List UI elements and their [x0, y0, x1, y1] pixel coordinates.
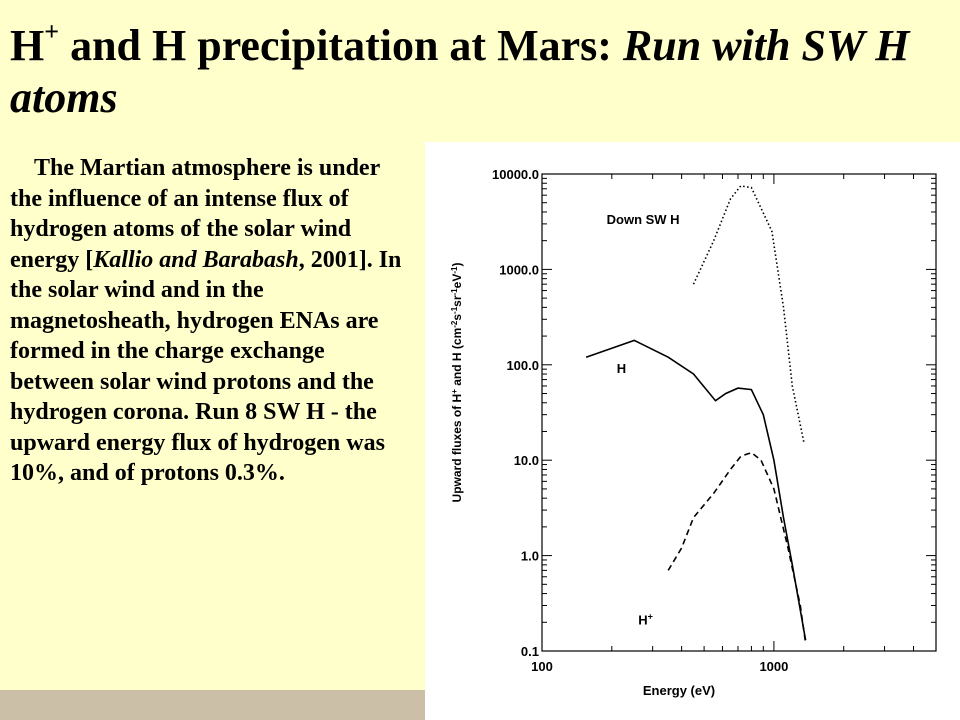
- y-axis-label-part: s: [450, 314, 464, 321]
- y-axis-label-part: ): [450, 263, 464, 267]
- y-tick-label: 1000.0: [499, 262, 539, 277]
- y-axis-label-superscript: -1: [450, 306, 459, 314]
- x-tick-label: 1000: [759, 659, 788, 674]
- text-panel: [0, 142, 425, 720]
- body-text-part1: The Martian atmosphere is under the infl…: [10, 155, 380, 273]
- y-tick-label: 10000.0: [492, 167, 539, 182]
- series-annotation: H: [617, 361, 626, 376]
- series-annotation-text: Down SW H: [607, 212, 680, 227]
- y-tick-label: 0.1: [521, 644, 539, 659]
- y-axis-label-part: Upward fluxes of H: [450, 394, 464, 503]
- y-axis-label-superscript: +: [450, 389, 459, 394]
- text-panel-footer-band: [0, 690, 425, 720]
- title-h: H: [10, 21, 45, 70]
- body-paragraph: The Martian atmosphere is under the infl…: [10, 153, 405, 489]
- body-citation: Kallio and Barabash: [93, 246, 299, 273]
- y-axis-label-superscript: -1: [450, 288, 459, 296]
- y-axis-label-superscript: -1: [450, 266, 459, 274]
- plot-frame: [541, 173, 937, 652]
- slide-title: H+ and H precipitation at Mars: Run with…: [10, 17, 950, 124]
- series-line-h-plus: [667, 451, 807, 644]
- series-annotation-superscript: +: [648, 611, 653, 621]
- flux-chart: 100 1000 0.1 1.0 10.0 100.0 1000.0 10000.0 Energ…: [450, 167, 937, 698]
- series-annotation-text: H: [638, 612, 647, 627]
- y-axis-label-part: and H (cm: [450, 328, 464, 389]
- x-tick-label: 100: [531, 659, 553, 674]
- series-annotation-text: H: [617, 361, 626, 376]
- x-axis-label: Energy (eV): [643, 683, 715, 698]
- title-band: [0, 0, 960, 142]
- series-annotation: Down SW H: [607, 212, 680, 227]
- y-tick-label: 100.0: [506, 358, 539, 373]
- series-line-down-sw-h: [692, 185, 805, 444]
- title-main: and H precipitation at Mars:: [59, 21, 623, 70]
- y-axis-label-part: eV: [450, 274, 464, 289]
- series-annotation: H+: [638, 611, 653, 627]
- body-text-part2: , 2001]. In the solar wind and in the ma…: [10, 246, 402, 487]
- y-axis-label-part: sr: [450, 295, 464, 307]
- y-axis-label: Upward fluxes of H+ and H (cm-2s-1sr-1eV…: [450, 263, 465, 503]
- series-line-h: [585, 339, 807, 641]
- chart-panel: 100 1000 0.1 1.0 10.0 100.0 1000.0 10000.0 Energ…: [425, 142, 960, 720]
- y-tick-label: 10.0: [514, 453, 539, 468]
- y-tick-label: 1.0: [521, 549, 539, 564]
- title-superscript-plus: +: [44, 17, 60, 47]
- title-italic: Run with SW H atoms: [10, 21, 910, 122]
- y-axis-label-superscript: -2: [450, 320, 459, 328]
